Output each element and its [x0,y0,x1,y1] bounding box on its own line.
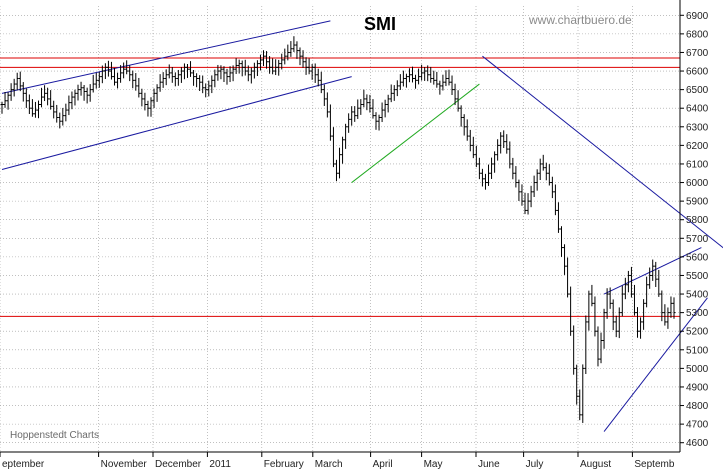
x-tick-label: eptember [2,459,45,470]
trendline-triangle-bottom [603,297,708,432]
y-tick-label: 5200 [686,327,709,338]
y-tick-label: 5400 [686,290,709,301]
y-tick-label: 6400 [686,104,709,115]
source-label: Hoppenstedt Charts [10,430,99,441]
y-tick-label: 6300 [686,122,709,133]
x-tick-label: May [424,459,443,470]
trendlines [1,20,723,432]
y-tick-label: 5600 [686,252,709,263]
x-tick-label: December [155,459,202,470]
y-tick-label: 4600 [686,438,709,449]
trendline-upper-channel [1,20,331,94]
y-tick-label: 5500 [686,271,709,282]
x-tick-label: November [101,459,148,470]
x-tick-label: Septemb [634,459,674,470]
y-tick-label: 5100 [686,345,709,356]
y-axis: 4600 4700 4800 4900 5000 5100 5200 5300 5400 5500… [679,0,709,452]
y-tick-label: 6800 [686,29,709,40]
x-tick-label: August [580,459,611,470]
y-tick-label: 6500 [686,85,709,96]
y-tick-label: 6000 [686,178,709,189]
trendline-downtrend [482,55,723,249]
horizontal-levels [0,57,680,317]
x-tick-label: April [373,459,393,470]
x-tick-label: March [315,459,343,470]
y-tick-label: 4800 [686,401,709,412]
y-tick-label: 6100 [686,159,709,170]
watermark: www.chartbuero.de [528,13,632,27]
chart-title: SMI [364,14,396,34]
y-tick-label: 6200 [686,141,709,152]
y-tick-label: 5000 [686,364,709,375]
y-tick-label: 6700 [686,48,709,59]
x-tick-label: February [264,459,304,470]
y-tick-label: 5700 [686,234,709,245]
x-tick-label: July [526,459,544,470]
y-tick-label: 5300 [686,308,709,319]
x-tick-label: June [478,459,500,470]
y-tick-label: 6600 [686,67,709,78]
y-tick-label: 4700 [686,420,709,431]
y-tick-label: 5800 [686,215,709,226]
y-tick-label: 4900 [686,382,709,393]
trendline-lower-channel [1,76,352,171]
y-tick-label: 5900 [686,197,709,208]
x-tick-label: 2011 [209,459,231,470]
price-bars [0,36,676,423]
y-tick-label: 6900 [686,11,709,22]
x-axis: eptember November December 2011 February Marc… [0,451,680,470]
grid [0,6,680,452]
